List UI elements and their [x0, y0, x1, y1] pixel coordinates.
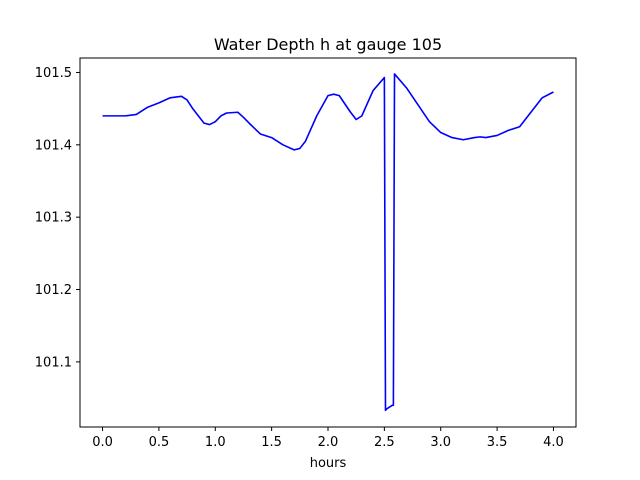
- x-tick-label: 2.0: [318, 435, 339, 450]
- x-tick-label: 1.0: [205, 435, 226, 450]
- x-tick-label: 3.5: [487, 435, 508, 450]
- axes-frame: [79, 57, 577, 428]
- x-tick-label: 2.5: [374, 435, 395, 450]
- y-tick-label: 101.5: [35, 66, 72, 81]
- plot-area: [102, 73, 554, 412]
- x-axis-label: hours: [310, 456, 347, 471]
- chart-title: Water Depth h at gauge 105: [214, 35, 442, 54]
- series-line-0: [102, 73, 554, 412]
- x-tick-label: 0.5: [149, 435, 170, 450]
- x-axis: 0.0 0.5 1.0 1.5 2.0 2.5 3.0 3.5 4.0: [92, 427, 564, 450]
- y-tick-label: 101.1: [35, 355, 72, 370]
- y-tick-label: 101.4: [35, 138, 72, 153]
- x-tick-label: 1.5: [261, 435, 282, 450]
- y-axis: 101.1 101.2 101.3 101.4 101.5: [35, 66, 80, 370]
- x-tick-label: 0.0: [92, 435, 113, 450]
- y-tick-label: 101.2: [35, 283, 72, 298]
- x-tick-label: 3.0: [430, 435, 451, 450]
- x-tick-label: 4.0: [543, 435, 564, 450]
- y-tick-label: 101.3: [35, 211, 72, 226]
